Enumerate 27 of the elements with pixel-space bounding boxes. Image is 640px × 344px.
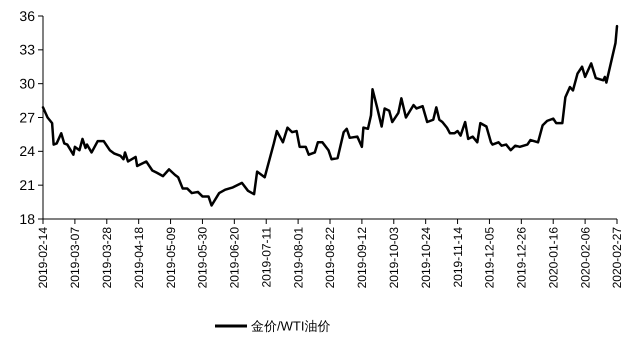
x-tick-label: 2019-05-30 bbox=[196, 226, 210, 288]
x-tick-label: 2019-07-11 bbox=[259, 226, 274, 288]
x-tick-label: 2019-02-14 bbox=[36, 226, 50, 288]
x-tick-label: 2019-08-22 bbox=[323, 226, 338, 288]
y-tick-label: 33 bbox=[19, 42, 36, 58]
x-tick-label: 2020-01-16 bbox=[546, 226, 560, 288]
y-tick-label: 27 bbox=[19, 109, 36, 126]
y-tick-label: 30 bbox=[19, 76, 36, 92]
x-tick-label: 2020-02-27 bbox=[610, 226, 624, 288]
legend-label: 金价/WTI油价 bbox=[251, 318, 330, 334]
x-tick-label: 2019-09-12 bbox=[355, 226, 370, 288]
x-tick-label: 2019-10-24 bbox=[418, 226, 433, 288]
x-tick-label: 2019-03-28 bbox=[100, 226, 114, 288]
x-tick-label: 2020-02-06 bbox=[578, 226, 592, 288]
x-tick-label: 2019-12-26 bbox=[514, 226, 529, 288]
y-tick-label: 24 bbox=[19, 143, 36, 160]
x-tick-label: 2019-10-03 bbox=[386, 226, 401, 288]
x-tick-label: 2019-05-09 bbox=[164, 226, 178, 288]
y-tick-label: 21 bbox=[19, 177, 36, 194]
y-tick-label: 36 bbox=[19, 8, 36, 24]
x-tick-label: 2019-12-05 bbox=[482, 226, 497, 288]
x-tick-label: 2019-03-07 bbox=[68, 226, 82, 288]
x-tick-label: 2019-08-01 bbox=[291, 226, 306, 288]
x-tick-label: 2019-04-18 bbox=[132, 226, 146, 288]
y-tick-label: 18 bbox=[19, 210, 36, 227]
x-tick-label: 2019-11-14 bbox=[450, 226, 465, 288]
x-tick-label: 2019-06-20 bbox=[228, 226, 242, 288]
